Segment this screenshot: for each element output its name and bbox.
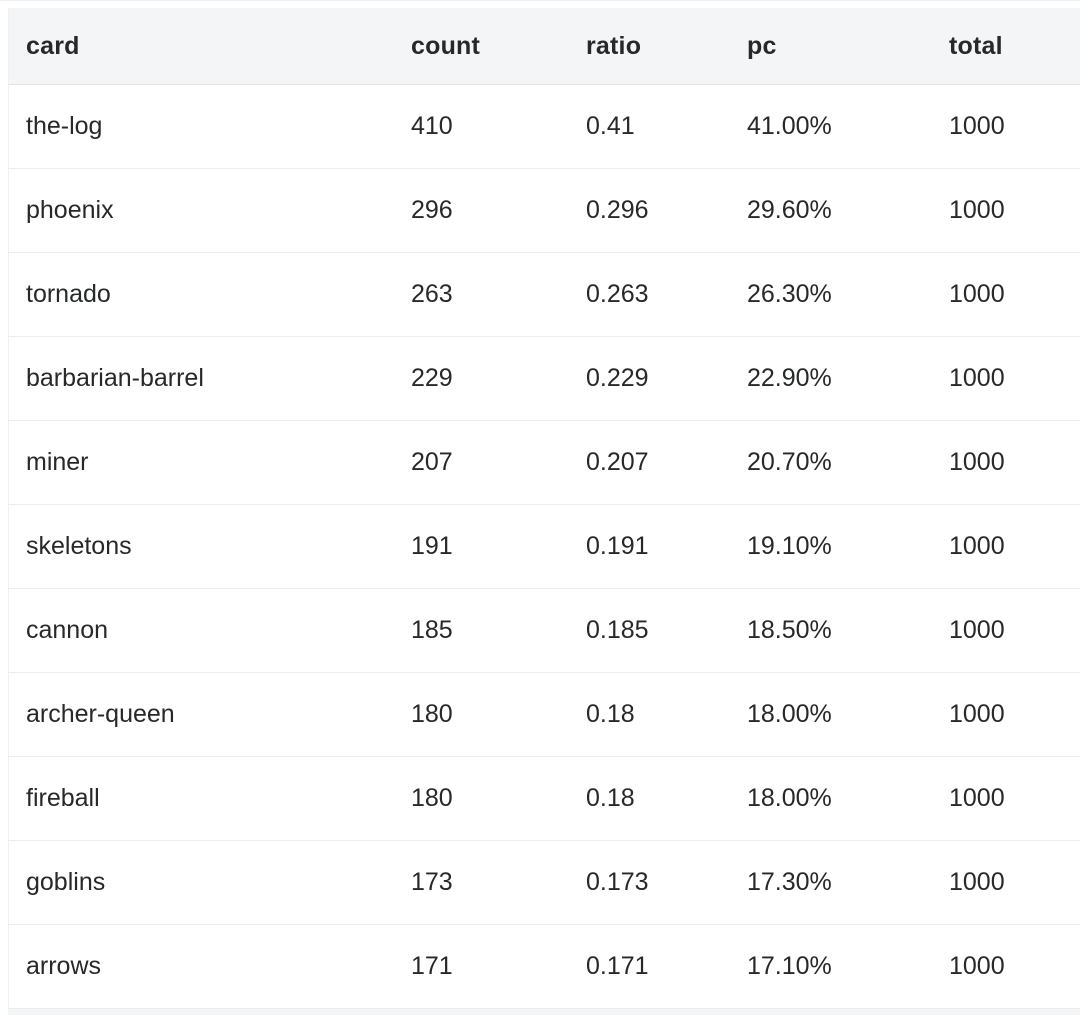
cell-count: 207: [411, 448, 453, 476]
cell-total: 1000: [949, 280, 1005, 308]
table-row: goblins 173 0.173 17.30% 1000: [9, 841, 1080, 925]
cell-ratio: 0.207: [586, 448, 649, 476]
cell-count: 171: [411, 952, 453, 980]
cell-count: 173: [411, 868, 453, 896]
cell-pc: 20.70%: [747, 448, 832, 476]
cell-total: 1000: [949, 616, 1005, 644]
cell-total: 1000: [949, 868, 1005, 896]
cell-pc: 29.60%: [747, 196, 832, 224]
cell-ratio: 0.185: [586, 616, 649, 644]
cell-count: 180: [411, 784, 453, 812]
cell-count: 229: [411, 364, 453, 392]
cell-ratio: 0.263: [586, 280, 649, 308]
page-top-edge: [0, 0, 1080, 1]
cell-card: the-log: [26, 112, 103, 140]
cell-card: barbarian-barrel: [26, 364, 204, 392]
table-header-row: card count ratio pc total: [9, 8, 1080, 85]
cell-total: 1000: [949, 952, 1005, 980]
column-header-count: count: [411, 31, 481, 60]
cell-total: 1000: [949, 700, 1005, 728]
cell-total: 1000: [949, 112, 1005, 140]
cell-count: 296: [411, 196, 453, 224]
table-row: cannon 185 0.185 18.50% 1000: [9, 589, 1080, 673]
cell-ratio: 0.18: [586, 700, 635, 728]
cell-card: arrows: [26, 952, 102, 980]
cell-pc: 41.00%: [747, 112, 832, 140]
next-table-header-strip: [8, 1009, 1080, 1015]
cell-card: goblins: [26, 868, 106, 896]
table-row: fireball 180 0.18 18.00% 1000: [9, 757, 1080, 841]
cell-card: archer-queen: [26, 700, 175, 728]
table-body: the-log 410 0.41 41.00% 1000 phoenix 296…: [9, 85, 1080, 1009]
column-header-pc: pc: [747, 31, 777, 60]
cell-ratio: 0.171: [586, 952, 649, 980]
cell-pc: 19.10%: [747, 532, 832, 560]
cell-total: 1000: [949, 532, 1005, 560]
cell-pc: 22.90%: [747, 364, 832, 392]
table-row: archer-queen 180 0.18 18.00% 1000: [9, 673, 1080, 757]
table-row: the-log 410 0.41 41.00% 1000: [9, 85, 1080, 169]
column-header-ratio: ratio: [586, 31, 642, 60]
cell-pc: 26.30%: [747, 280, 832, 308]
cell-total: 1000: [949, 448, 1005, 476]
cell-card: miner: [26, 448, 89, 476]
cell-ratio: 0.229: [586, 364, 649, 392]
cell-pc: 18.50%: [747, 616, 832, 644]
cell-ratio: 0.41: [586, 112, 635, 140]
cell-pc: 18.00%: [747, 700, 832, 728]
cell-total: 1000: [949, 364, 1005, 392]
cell-card: cannon: [26, 616, 109, 644]
cell-count: 191: [411, 532, 453, 560]
cell-total: 1000: [949, 196, 1005, 224]
table-row: arrows 171 0.171 17.10% 1000: [9, 925, 1080, 1009]
cell-card: phoenix: [26, 196, 114, 224]
card-stats-table: card count ratio pc total the-log 410 0.…: [8, 8, 1080, 1009]
cell-ratio: 0.296: [586, 196, 649, 224]
cell-count: 263: [411, 280, 453, 308]
table-row: tornado 263 0.263 26.30% 1000: [9, 253, 1080, 337]
cell-card: tornado: [26, 280, 111, 308]
cell-ratio: 0.18: [586, 784, 635, 812]
table-row: miner 207 0.207 20.70% 1000: [9, 421, 1080, 505]
cell-ratio: 0.191: [586, 532, 649, 560]
cell-pc: 17.10%: [747, 952, 832, 980]
table-row: phoenix 296 0.296 29.60% 1000: [9, 169, 1080, 253]
column-header-total: total: [949, 31, 1003, 60]
cell-pc: 17.30%: [747, 868, 832, 896]
table-row: skeletons 191 0.191 19.10% 1000: [9, 505, 1080, 589]
table-row: barbarian-barrel 229 0.229 22.90% 1000: [9, 337, 1080, 421]
column-header-card: card: [26, 31, 80, 60]
cell-card: fireball: [26, 784, 100, 812]
cell-count: 180: [411, 700, 453, 728]
cell-ratio: 0.173: [586, 868, 649, 896]
cell-total: 1000: [949, 784, 1005, 812]
cell-count: 185: [411, 616, 453, 644]
cell-count: 410: [411, 112, 453, 140]
cell-pc: 18.00%: [747, 784, 832, 812]
cell-card: skeletons: [26, 532, 132, 560]
